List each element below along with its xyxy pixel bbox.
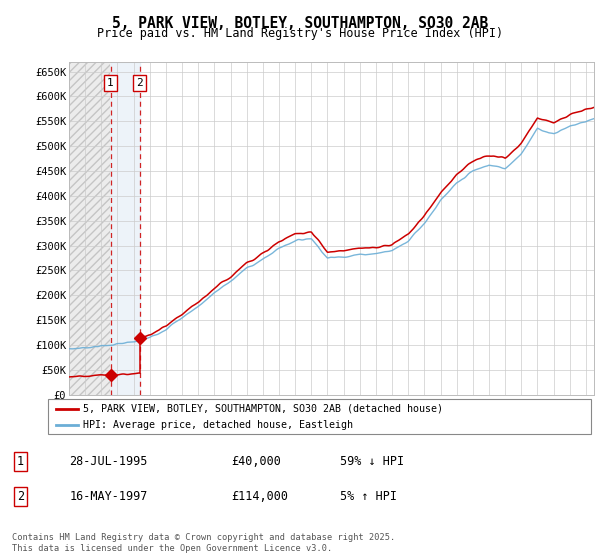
Text: 5, PARK VIEW, BOTLEY, SOUTHAMPTON, SO30 2AB: 5, PARK VIEW, BOTLEY, SOUTHAMPTON, SO30 … xyxy=(112,16,488,31)
Text: 16-MAY-1997: 16-MAY-1997 xyxy=(70,491,148,503)
Text: 2: 2 xyxy=(136,78,143,88)
Text: 5, PARK VIEW, BOTLEY, SOUTHAMPTON, SO30 2AB (detached house): 5, PARK VIEW, BOTLEY, SOUTHAMPTON, SO30 … xyxy=(83,404,443,414)
Text: 28-JUL-1995: 28-JUL-1995 xyxy=(70,455,148,468)
Text: Price paid vs. HM Land Registry's House Price Index (HPI): Price paid vs. HM Land Registry's House … xyxy=(97,27,503,40)
Text: 59% ↓ HPI: 59% ↓ HPI xyxy=(340,455,404,468)
Text: Contains HM Land Registry data © Crown copyright and database right 2025.
This d: Contains HM Land Registry data © Crown c… xyxy=(12,533,395,553)
Bar xyxy=(69,62,110,395)
Text: 2: 2 xyxy=(17,491,24,503)
Text: 1: 1 xyxy=(17,455,24,468)
Bar xyxy=(69,62,110,395)
Text: 1: 1 xyxy=(107,78,114,88)
Text: HPI: Average price, detached house, Eastleigh: HPI: Average price, detached house, East… xyxy=(83,419,353,430)
Text: £40,000: £40,000 xyxy=(231,455,281,468)
Text: 5% ↑ HPI: 5% ↑ HPI xyxy=(340,491,397,503)
Bar xyxy=(110,62,140,395)
Text: £114,000: £114,000 xyxy=(231,491,288,503)
FancyBboxPatch shape xyxy=(48,399,591,434)
